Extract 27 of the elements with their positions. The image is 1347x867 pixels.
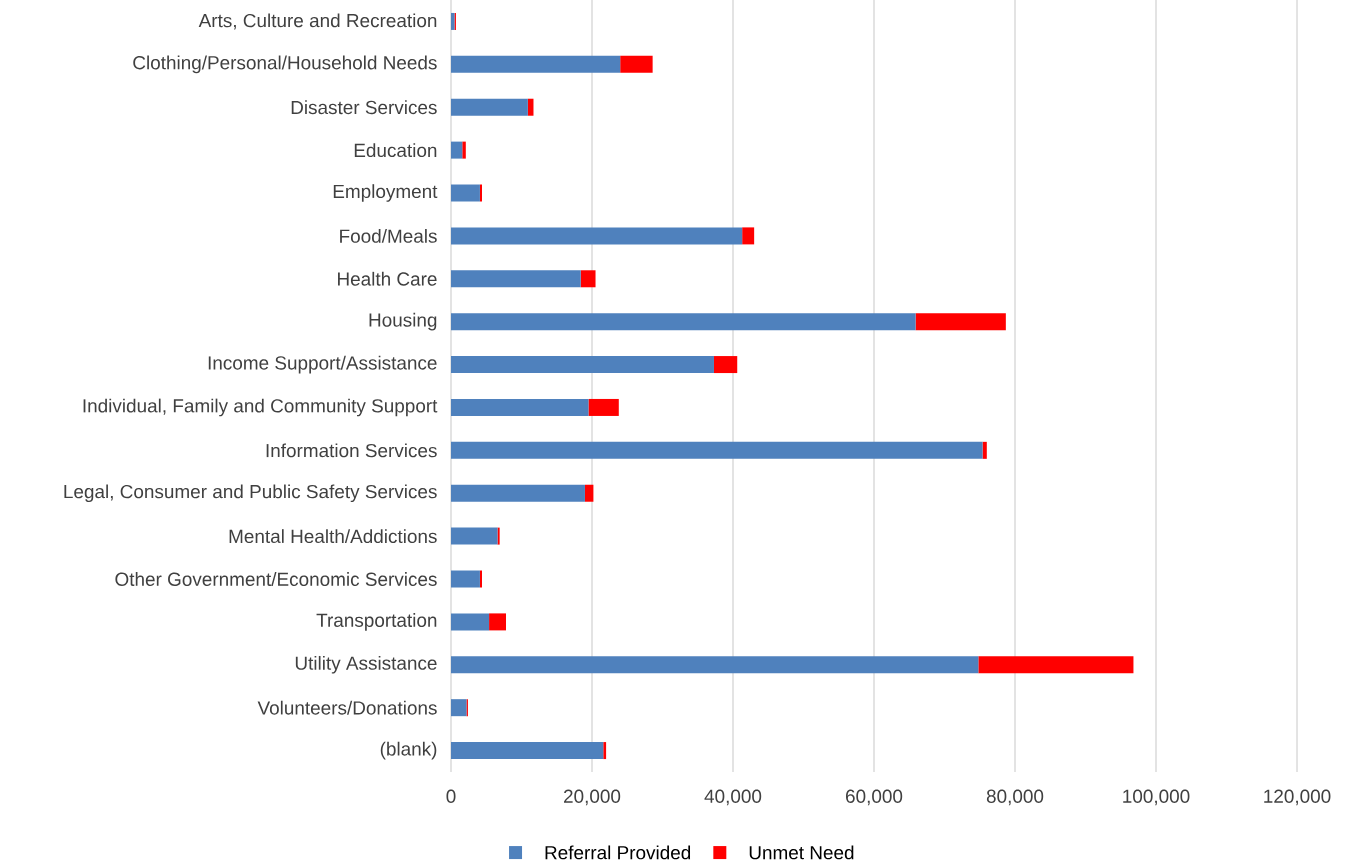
y-tick-label: Mental Health/Addictions [229, 529, 437, 544]
x-tick-label: 0 [446, 789, 456, 803]
x-tick-label: 60,000 [846, 789, 903, 806]
y-tick-label: Individual, Family and Community Support [83, 398, 438, 417]
x-tick-label: 40,000 [704, 789, 762, 806]
y-tick-label: Clothing/Personal/Household Needs [133, 55, 437, 74]
y-tick-label: Income Support/Assistance [208, 355, 437, 374]
legend-label: Unmet Need [749, 845, 854, 860]
x-tick-label: 80,000 [986, 789, 1044, 806]
y-tick-label: Utility Assistance [295, 655, 437, 674]
y-tick-label: Legal, Consumer and Public Safety Services [64, 484, 437, 503]
y-tick-label: Employment [333, 184, 438, 202]
y-tick-label: Volunteers/Donations [257, 700, 437, 715]
x-tick-label: 100,000 [1123, 789, 1190, 806]
y-tick-label: Other Government/Economic Services [115, 572, 437, 586]
y-tick-label: Information Services [266, 443, 437, 458]
x-tick-label: 120,000 [1264, 789, 1331, 806]
y-tick-label: Food/Meals [340, 228, 437, 243]
y-tick-label: (blank) [380, 741, 437, 760]
y-tick-label: Transportation [316, 613, 437, 631]
x-tick-label: 20,000 [564, 789, 621, 806]
y-tick-label: Arts, Culture and Recreation [198, 13, 437, 30]
y-tick-label: Health Care [338, 271, 437, 286]
y-tick-label: Housing [369, 312, 437, 331]
y-tick-label: Education [354, 143, 437, 158]
y-tick-label: Disaster Services [291, 100, 437, 115]
legend-label: Referral Provided [545, 845, 691, 860]
